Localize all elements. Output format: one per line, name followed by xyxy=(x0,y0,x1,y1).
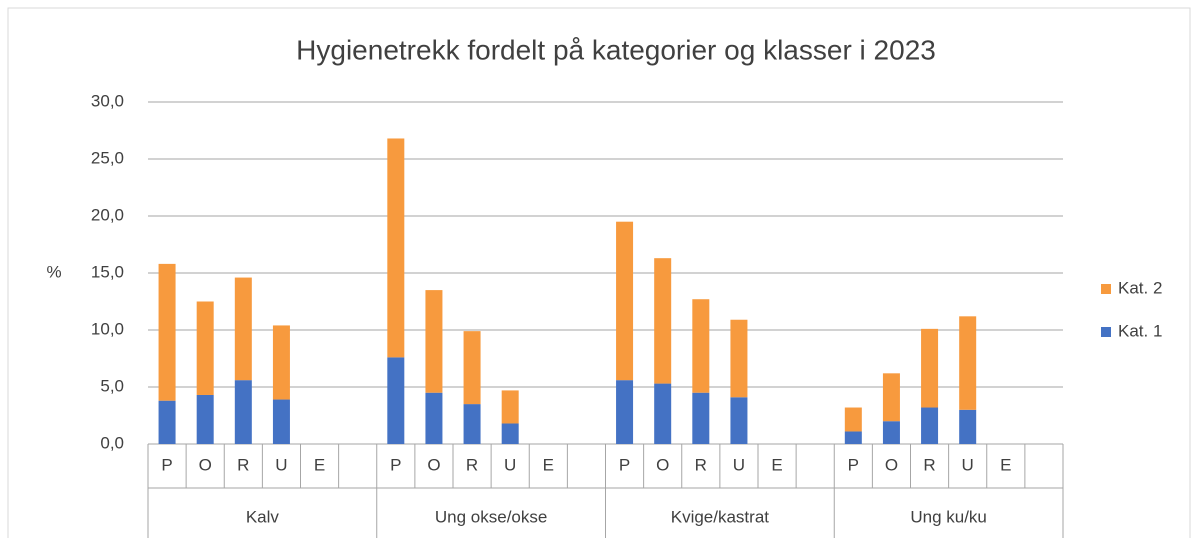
bar-segment xyxy=(844,431,862,444)
bar-segment xyxy=(882,421,900,444)
x-tick-label: R xyxy=(466,455,478,474)
bar-segment xyxy=(234,277,252,381)
legend-swatch xyxy=(1101,327,1111,337)
x-tick-label: O xyxy=(427,455,440,474)
bar-segment xyxy=(425,392,443,444)
x-tick-label: E xyxy=(543,455,554,474)
x-tick-label: U xyxy=(733,455,745,474)
bar-segment xyxy=(158,400,176,444)
x-tick-label: O xyxy=(885,455,898,474)
y-tick-label: 5,0 xyxy=(100,376,124,395)
bar-segment xyxy=(463,331,481,405)
bar-segment xyxy=(272,325,290,400)
legend-label: Kat. 1 xyxy=(1118,321,1162,340)
x-tick-label: P xyxy=(619,455,630,474)
bar-segment xyxy=(387,357,405,444)
bar-segment xyxy=(234,380,252,444)
bar-segment xyxy=(272,399,290,444)
group-label: Kalv xyxy=(246,507,280,526)
x-tick-label: U xyxy=(504,455,516,474)
bar-segment xyxy=(844,407,862,432)
x-tick-label: R xyxy=(695,455,707,474)
bar-segment xyxy=(692,392,710,444)
y-tick-label: 15,0 xyxy=(91,262,124,281)
bar-segment xyxy=(616,380,634,444)
bar-segment xyxy=(882,373,900,422)
bar-segment xyxy=(158,263,176,401)
x-tick-label: P xyxy=(161,455,172,474)
x-tick-label: P xyxy=(390,455,401,474)
x-tick-label: R xyxy=(237,455,249,474)
bar-segment xyxy=(501,390,519,424)
x-tick-label: O xyxy=(199,455,212,474)
bar-segment xyxy=(730,319,748,398)
bar-segment xyxy=(196,301,214,395)
group-label: Ung ku/ku xyxy=(910,507,987,526)
bar-segment xyxy=(463,404,481,444)
group-label: Kvige/kastrat xyxy=(671,507,770,526)
bar-segment xyxy=(921,328,939,408)
bar-segment xyxy=(730,397,748,444)
y-tick-label: 20,0 xyxy=(91,205,124,224)
bar-segment xyxy=(196,394,214,444)
group-label: Ung okse/okse xyxy=(435,507,547,526)
x-tick-label: R xyxy=(923,455,935,474)
y-axis-label: % xyxy=(46,262,61,281)
x-tick-label: E xyxy=(314,455,325,474)
x-tick-label: O xyxy=(656,455,669,474)
x-tick-label: U xyxy=(962,455,974,474)
bar-segment xyxy=(387,138,405,358)
y-tick-label: 25,0 xyxy=(91,148,124,167)
bar-segment xyxy=(692,299,710,393)
legend-label: Kat. 2 xyxy=(1118,278,1162,297)
bar-segment xyxy=(501,423,519,444)
x-tick-label: E xyxy=(771,455,782,474)
y-tick-label: 30,0 xyxy=(91,91,124,110)
x-tick-label: P xyxy=(848,455,859,474)
chart-title: Hygienetrekk fordelt på kategorier og kl… xyxy=(296,34,936,65)
bar-segment xyxy=(959,316,977,410)
bar-segment xyxy=(616,221,634,381)
bar-segment xyxy=(959,409,977,444)
x-tick-label: E xyxy=(1000,455,1011,474)
bar-segment xyxy=(921,407,939,444)
y-tick-label: 0,0 xyxy=(100,433,124,452)
x-tick-label: U xyxy=(275,455,287,474)
bar-segment xyxy=(654,383,672,444)
bar-segment xyxy=(654,258,672,384)
bar-segment xyxy=(425,290,443,393)
legend-swatch xyxy=(1101,284,1111,294)
y-tick-label: 10,0 xyxy=(91,319,124,338)
